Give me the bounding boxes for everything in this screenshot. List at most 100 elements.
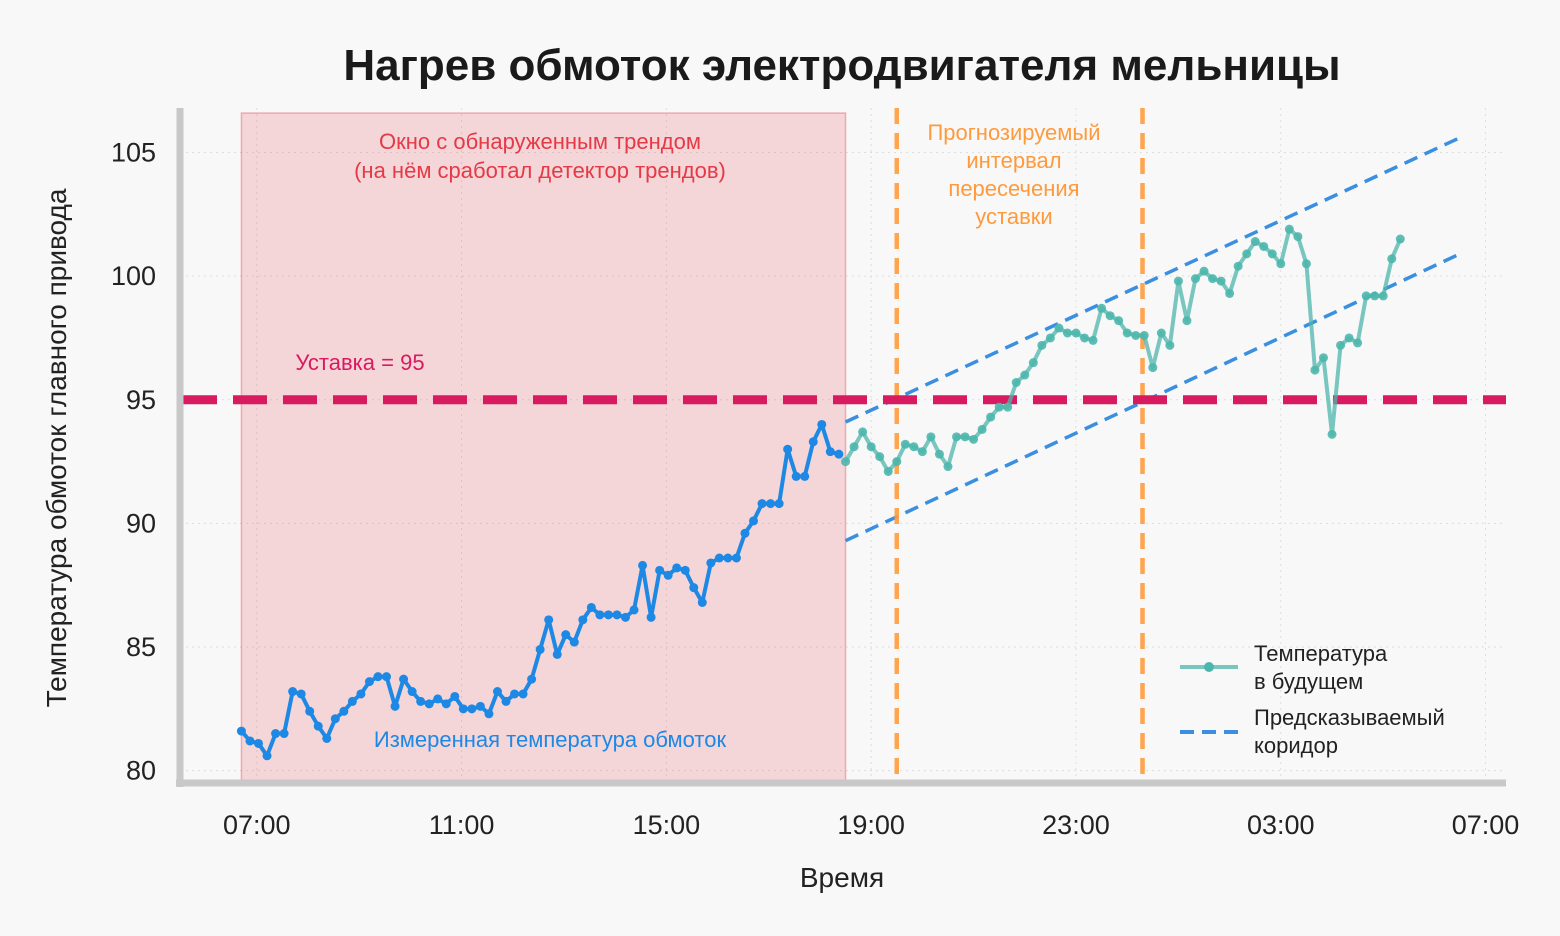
x-tick-label: 11:00 xyxy=(429,810,495,840)
data-point xyxy=(892,457,902,467)
y-tick-label: 105 xyxy=(111,138,156,168)
x-tick-label: 07:00 xyxy=(1452,810,1520,840)
data-point xyxy=(1344,333,1354,343)
data-point xyxy=(416,696,426,706)
data-point xyxy=(1173,276,1183,286)
data-point xyxy=(339,706,349,716)
data-point xyxy=(612,610,622,620)
data-point xyxy=(849,442,859,452)
data-point xyxy=(620,612,630,622)
data-point xyxy=(561,630,571,640)
series-future xyxy=(841,224,1405,476)
data-point xyxy=(492,687,502,697)
data-point xyxy=(697,598,707,608)
data-point xyxy=(1199,266,1209,276)
data-point xyxy=(1028,358,1038,368)
data-point xyxy=(1097,303,1107,313)
data-point xyxy=(757,499,767,509)
data-point xyxy=(900,439,910,449)
data-point xyxy=(279,729,289,739)
y-tick-label: 90 xyxy=(126,508,156,538)
data-point xyxy=(680,565,690,575)
data-point xyxy=(917,447,927,457)
data-point xyxy=(1216,276,1226,286)
data-point xyxy=(569,637,579,647)
data-point xyxy=(586,602,596,612)
data-point xyxy=(552,649,562,659)
data-point xyxy=(817,419,827,429)
data-point xyxy=(1122,328,1132,338)
data-point xyxy=(271,729,281,739)
data-point xyxy=(909,442,919,452)
data-point xyxy=(1156,328,1166,338)
series-lines xyxy=(236,224,1405,761)
data-point xyxy=(288,687,298,697)
data-point xyxy=(1284,224,1294,234)
data-point xyxy=(603,610,613,620)
data-point xyxy=(322,733,332,743)
legend-label-future-2: в будущем xyxy=(1254,669,1363,694)
data-point xyxy=(834,449,844,459)
data-point xyxy=(1242,249,1252,259)
data-point xyxy=(714,553,724,563)
data-point xyxy=(296,689,306,699)
data-point xyxy=(424,699,434,709)
data-point xyxy=(875,452,885,462)
data-point xyxy=(646,612,656,622)
data-point xyxy=(1327,429,1337,439)
data-point xyxy=(749,516,759,526)
data-point xyxy=(1020,370,1030,380)
data-point xyxy=(986,412,996,422)
trend-window-label-1: Окно с обнаруженным трендом xyxy=(379,129,701,154)
legend: Температура в будущем Предсказываемый ко… xyxy=(1180,641,1445,758)
y-tick-label: 100 xyxy=(111,261,156,291)
data-point xyxy=(313,721,323,731)
x-tick-label: 15:00 xyxy=(633,810,701,840)
data-point xyxy=(1259,241,1269,251)
data-point xyxy=(1037,340,1047,350)
data-point xyxy=(245,736,255,746)
crossing-interval-label-1: Прогнозируемый xyxy=(927,120,1100,145)
chart-title: Нагрев обмоток электродвигателя мельницы xyxy=(343,41,1340,90)
plot-background xyxy=(180,108,1506,783)
axes xyxy=(176,108,1506,787)
data-point xyxy=(1370,291,1380,301)
data-point xyxy=(638,560,648,570)
series-measured xyxy=(236,419,844,761)
data-point xyxy=(399,674,409,684)
data-point xyxy=(356,689,366,699)
data-point xyxy=(766,499,776,509)
data-point xyxy=(467,704,477,714)
data-point xyxy=(305,706,315,716)
crossing-interval-label-3: пересечения xyxy=(948,176,1079,201)
data-point xyxy=(1011,377,1021,387)
data-point xyxy=(740,528,750,538)
data-point xyxy=(433,694,443,704)
data-point xyxy=(595,610,605,620)
data-point xyxy=(883,466,893,476)
data-point xyxy=(1310,365,1320,375)
data-point xyxy=(1139,330,1149,340)
data-point xyxy=(578,615,588,625)
crossing-interval-lines xyxy=(894,108,1145,783)
data-point xyxy=(663,570,673,580)
data-point xyxy=(731,553,741,563)
data-point xyxy=(1318,353,1328,363)
data-point xyxy=(1378,291,1388,301)
y-tick-label: 80 xyxy=(126,756,156,786)
legend-marker-future xyxy=(1204,662,1214,672)
data-point xyxy=(808,437,818,447)
legend-label-corridor-2: коридор xyxy=(1254,733,1338,758)
data-point xyxy=(783,444,793,454)
data-point xyxy=(689,583,699,593)
data-point xyxy=(1165,340,1175,350)
data-point xyxy=(527,674,537,684)
data-point xyxy=(1182,316,1192,326)
x-tick-label: 23:00 xyxy=(1042,810,1110,840)
data-point xyxy=(866,442,876,452)
data-point xyxy=(969,434,979,444)
data-point xyxy=(382,672,392,682)
plot-area xyxy=(180,108,1506,783)
data-point xyxy=(1395,234,1405,244)
